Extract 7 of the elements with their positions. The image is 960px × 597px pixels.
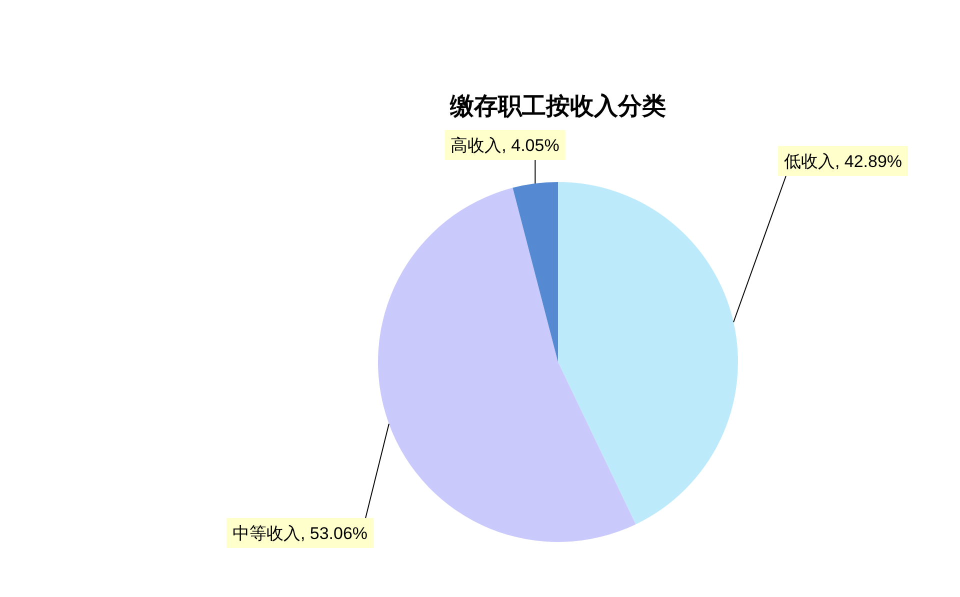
data-label: , 4.05% <box>502 136 560 155</box>
slice-label: 高收入 <box>450 136 502 155</box>
data-label: , 53.06% <box>300 524 368 543</box>
slice-label: 中等收入 <box>232 524 300 543</box>
slice-label: 低收入 <box>784 152 835 171</box>
title: 缴存职工按收入分类 <box>450 91 666 120</box>
data-label: , 42.89% <box>834 152 902 171</box>
